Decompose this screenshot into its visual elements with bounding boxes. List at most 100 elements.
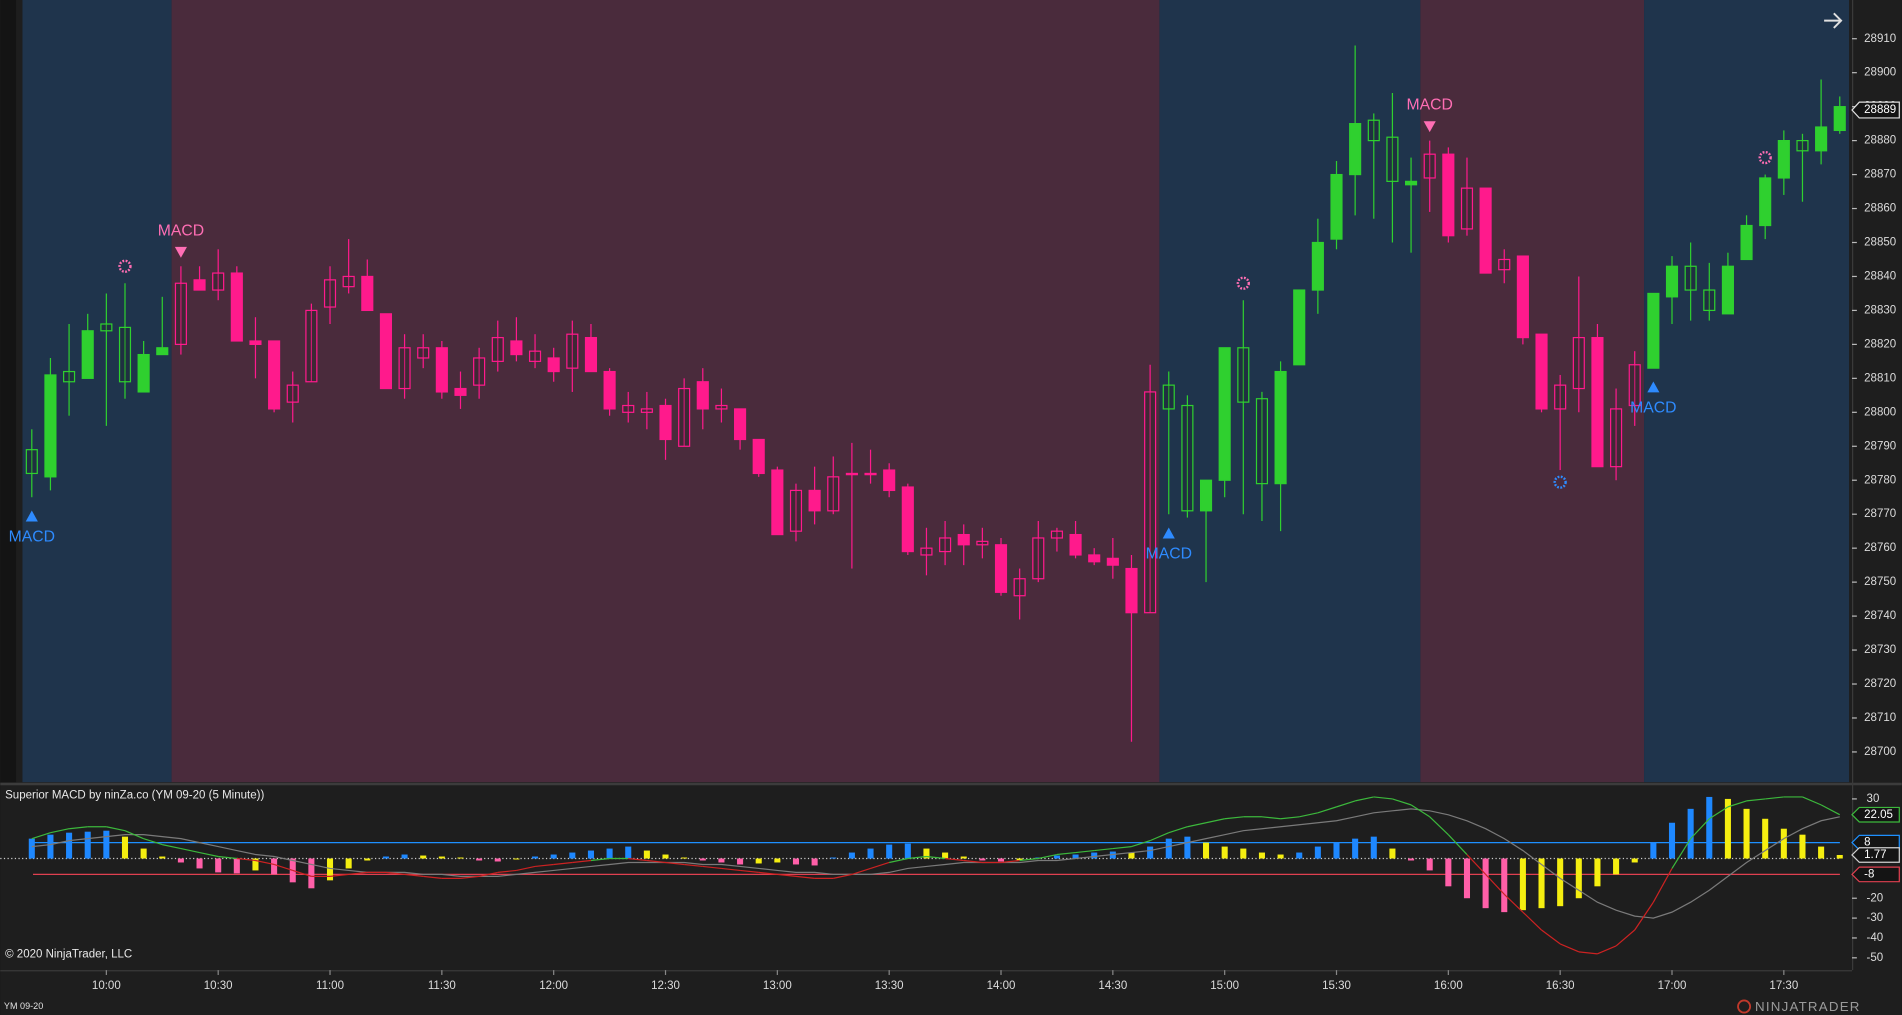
- histogram-bar: [1668, 822, 1676, 859]
- candle-body: [491, 336, 504, 362]
- x-tick-label: 12:30: [651, 980, 680, 992]
- macd-line: [1820, 804, 1841, 816]
- candle-body: [1330, 173, 1343, 240]
- macd-line: [255, 859, 275, 866]
- candle-body: [528, 350, 542, 362]
- macd-line: [69, 826, 88, 830]
- candle-body: [864, 472, 877, 476]
- histogram-bar: [1706, 796, 1713, 859]
- histogram-bar: [1724, 798, 1731, 859]
- candle-body: [137, 353, 150, 393]
- macd-line: [31, 832, 51, 840]
- candle-body: [678, 387, 691, 447]
- macd-line: [889, 857, 908, 864]
- indicator-title: Superior MACD by ninZa.co (YM 09-20 (5 M…: [5, 790, 264, 802]
- marker: [1758, 150, 1772, 165]
- y-tick-label: 28770: [1864, 508, 1896, 520]
- macd-line: [740, 869, 759, 874]
- histogram-bar: [587, 850, 594, 859]
- macd-line: [1690, 818, 1710, 840]
- x-tick-label: 11:00: [316, 980, 344, 992]
- trend-zone: [171, 0, 1160, 783]
- macd-line: [1373, 796, 1393, 800]
- candle-body: [1013, 578, 1026, 597]
- y-tick-label: 30: [1867, 793, 1880, 805]
- macd-line: [1261, 816, 1281, 820]
- histogram-bar: [1743, 808, 1750, 859]
- candle-body: [715, 404, 728, 410]
- histogram-bar: [364, 858, 371, 861]
- histogram-bar: [345, 858, 352, 869]
- macd-line: [385, 871, 405, 875]
- histogram-bar: [215, 858, 222, 873]
- histogram-bar: [1557, 858, 1564, 907]
- y-tick-label: 28720: [1864, 678, 1896, 690]
- x-tick-label: 11:30: [428, 980, 456, 992]
- y-tick-label: 28710: [1864, 712, 1896, 724]
- macd-line: [833, 873, 853, 879]
- histogram-bar: [308, 858, 315, 889]
- marker: [1553, 475, 1567, 489]
- candle-body: [1796, 140, 1809, 152]
- histogram-bar: [1799, 834, 1806, 859]
- logo-icon: [1737, 999, 1752, 1014]
- histogram-bar: [699, 858, 706, 861]
- macd-line: [1149, 832, 1169, 842]
- candle-body: [118, 326, 132, 383]
- histogram-bar: [625, 846, 632, 859]
- macd-line: [870, 861, 890, 870]
- y-tick-label: 28750: [1864, 576, 1896, 588]
- x-tick-label: 14:00: [987, 980, 1016, 992]
- candle-body: [361, 275, 374, 312]
- histogram-bar: [718, 858, 725, 863]
- scroll-arrow[interactable]: [1824, 12, 1843, 29]
- macd-line: [1187, 822, 1207, 828]
- candle-body: [566, 333, 579, 369]
- candle-body: [976, 540, 989, 546]
- candle-body: [640, 408, 653, 413]
- candle-body: [268, 340, 281, 410]
- histogram-bar: [1426, 858, 1433, 871]
- histogram-bar: [1165, 838, 1172, 859]
- candle-body: [1386, 136, 1399, 182]
- candle-body: [1106, 557, 1119, 566]
- histogram-bar: [84, 831, 91, 859]
- candle-body: [920, 547, 933, 556]
- histogram-bar: [1408, 858, 1415, 861]
- histogram-bar: [1016, 858, 1023, 861]
- x-tick-label: 16:30: [1546, 980, 1575, 992]
- histogram-bar: [1762, 818, 1769, 859]
- candle-body: [1572, 336, 1585, 390]
- candle-body: [81, 330, 94, 379]
- candle-body: [473, 357, 486, 386]
- candle-body: [1181, 404, 1194, 512]
- candle-body: [305, 309, 318, 383]
- macd-line: [1727, 800, 1747, 808]
- marker: [1236, 276, 1250, 290]
- histogram-bar: [811, 858, 818, 866]
- histogram-bar: [103, 830, 110, 859]
- candle-body: [230, 272, 243, 342]
- macd-line: [795, 875, 815, 879]
- histogram-bar: [1352, 838, 1359, 859]
- macd-line: [721, 867, 741, 872]
- value-tag-label: 1.77: [1864, 849, 1886, 861]
- macd-line: [124, 830, 144, 840]
- candle-body: [1442, 153, 1455, 237]
- histogram-bar: [662, 854, 669, 859]
- candle-body: [808, 489, 821, 512]
- macd-line: [1280, 816, 1300, 820]
- histogram-bar: [830, 857, 837, 859]
- histogram-bar: [382, 856, 389, 859]
- macd-line: [1299, 812, 1318, 818]
- macd-line: [1466, 854, 1487, 875]
- histogram-bar: [550, 854, 557, 859]
- candle-body: [1535, 333, 1548, 410]
- macd-line: [1224, 816, 1244, 820]
- candle-body: [1144, 391, 1157, 614]
- candle-body: [1554, 384, 1567, 410]
- histogram-bar: [1482, 858, 1489, 909]
- histogram-bar: [121, 836, 129, 859]
- histogram-bar: [792, 858, 800, 865]
